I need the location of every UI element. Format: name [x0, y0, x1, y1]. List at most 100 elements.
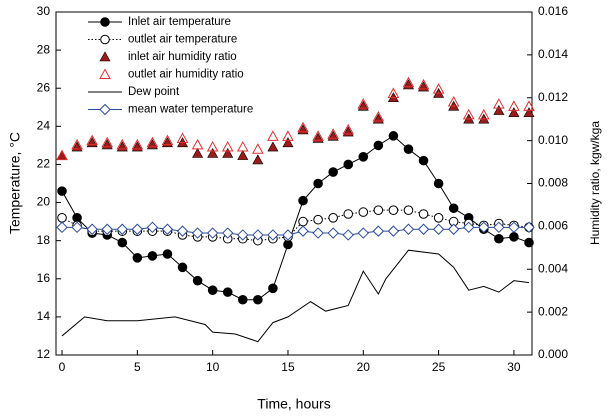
marker — [71, 138, 83, 150]
marker — [327, 128, 340, 139]
marker — [328, 213, 338, 223]
marker — [116, 138, 129, 150]
marker — [524, 237, 534, 248]
marker — [176, 225, 189, 237]
marker — [523, 107, 535, 118]
y-tick-label: 20 — [37, 195, 51, 209]
marker — [161, 134, 174, 146]
y2-axis-label: Humidity ratio, kgw/kga — [588, 121, 602, 245]
marker — [387, 225, 400, 237]
marker — [433, 213, 444, 223]
marker — [509, 232, 519, 242]
marker — [418, 155, 429, 166]
marker — [252, 154, 264, 165]
y-axis-label: Temperature, °C — [7, 132, 23, 234]
legend-label: inlet air humidity ratio — [128, 51, 237, 63]
y-tick-label: 26 — [37, 80, 51, 94]
marker — [313, 214, 323, 225]
legend-label: mean water temperature — [128, 104, 253, 116]
marker — [448, 203, 459, 214]
legend-label: Dew point — [128, 86, 180, 98]
marker — [373, 140, 384, 151]
y-tick-label: 18 — [37, 233, 51, 247]
marker — [418, 209, 429, 219]
marker — [86, 134, 99, 146]
marker — [358, 207, 369, 217]
y-tick-label: 12 — [37, 347, 51, 361]
marker — [57, 213, 67, 223]
marker — [86, 223, 98, 235]
marker — [494, 233, 504, 244]
marker — [161, 223, 174, 235]
marker — [403, 144, 414, 154]
marker — [251, 143, 264, 154]
marker — [268, 283, 278, 294]
marker — [523, 100, 535, 111]
marker — [222, 227, 234, 239]
series-line — [61, 209, 530, 242]
marker — [146, 221, 159, 234]
legend-label: outlet air humidity ratio — [128, 69, 244, 81]
marker — [71, 221, 83, 234]
x-tick-label: 15 — [281, 360, 295, 374]
marker — [388, 205, 399, 215]
marker — [493, 98, 505, 109]
marker — [56, 150, 68, 160]
marker — [237, 150, 249, 160]
marker — [447, 223, 460, 235]
marker — [206, 141, 219, 152]
marker — [207, 147, 219, 158]
marker — [146, 136, 159, 148]
marker — [387, 87, 400, 98]
marker — [493, 104, 505, 115]
marker — [433, 178, 444, 189]
marker — [508, 107, 520, 118]
y-tick-label: 30 — [37, 4, 51, 18]
x-tick-label: 20 — [357, 360, 371, 374]
marker — [313, 178, 323, 189]
x-tick-label: 30 — [507, 360, 521, 374]
marker — [132, 253, 143, 263]
plot-frame — [55, 11, 533, 356]
marker — [147, 251, 158, 261]
marker — [267, 141, 279, 152]
y2-tick-label: 0.002 — [538, 304, 568, 318]
y2-tick-label: 0.010 — [538, 133, 568, 147]
marker — [282, 229, 294, 241]
marker — [358, 152, 369, 162]
y2-tick-label: 0.016 — [538, 4, 568, 18]
marker — [131, 223, 144, 235]
marker — [508, 221, 520, 234]
marker — [267, 229, 279, 241]
marker — [57, 186, 67, 196]
marker — [402, 223, 415, 235]
marker — [432, 223, 445, 235]
marker — [101, 223, 113, 235]
marker — [117, 237, 128, 248]
y-tick-label: 24 — [37, 119, 51, 133]
marker — [298, 216, 308, 227]
marker — [162, 249, 173, 259]
marker — [493, 221, 505, 234]
marker — [343, 209, 354, 219]
y2-tick-label: 0.000 — [538, 347, 568, 361]
marker — [176, 132, 189, 143]
marker — [237, 229, 249, 241]
marker — [99, 51, 111, 62]
marker — [236, 141, 249, 152]
marker — [56, 149, 68, 161]
marker — [99, 103, 111, 116]
marker — [357, 98, 370, 109]
marker — [447, 96, 460, 107]
marker — [463, 221, 475, 234]
marker — [312, 130, 324, 141]
marker — [403, 205, 414, 215]
marker — [206, 227, 219, 239]
marker — [357, 227, 369, 239]
marker — [417, 223, 430, 235]
marker — [282, 130, 294, 141]
marker — [523, 221, 535, 234]
marker — [327, 227, 339, 239]
marker — [267, 130, 279, 141]
